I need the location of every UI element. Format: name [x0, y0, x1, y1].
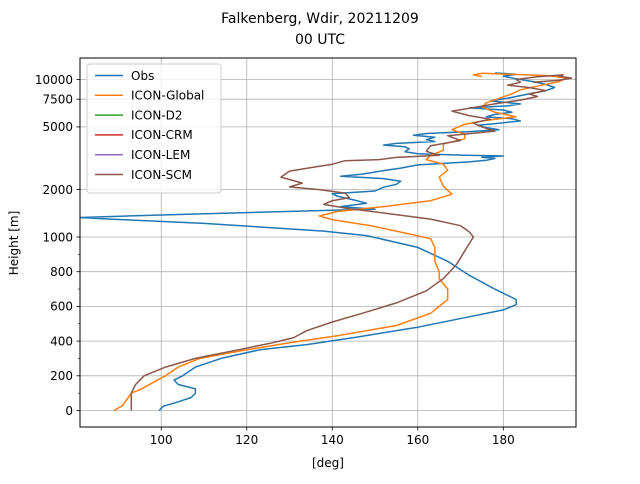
legend-label: Obs	[131, 69, 154, 83]
legend-label: ICON-CRM	[131, 128, 193, 142]
series-line-icon-global	[113, 72, 569, 412]
grid-lines	[80, 58, 576, 427]
y-tick-label: 7500	[42, 92, 73, 106]
x-axis-ticks: 100 120 140 160 180	[150, 427, 515, 447]
y-tick-label: 2000	[42, 183, 73, 197]
x-tick-label: 120	[235, 433, 258, 447]
legend-label: ICON-Global	[131, 89, 204, 103]
legend-label: ICON-D2	[131, 108, 183, 122]
x-tick-label: 160	[406, 433, 429, 447]
chart-title-line1: Falkenberg, Wdir, 20211209	[221, 11, 419, 27]
x-axis-label: [deg]	[312, 456, 344, 470]
y-tick-label: 1000	[42, 230, 73, 244]
legend-box	[86, 63, 222, 194]
y-tick-label: 10000	[35, 73, 73, 87]
y-tick-label: 800	[50, 265, 73, 279]
x-tick-label: 140	[321, 433, 344, 447]
x-tick-label: 180	[492, 433, 515, 447]
x-tick-label: 100	[150, 433, 173, 447]
y-tick-label: 200	[50, 369, 73, 383]
y-tick-label: 600	[50, 300, 73, 314]
y-tick-label: 5000	[42, 120, 73, 134]
y-axis-ticks: 0 200 400 600 800 1000 2000 5000 7500 10000	[35, 73, 80, 418]
series-line-icon-scm	[130, 74, 573, 411]
y-axis-label: Height [m]	[7, 211, 21, 276]
series-line-obs	[80, 72, 556, 412]
series-lines	[80, 72, 573, 412]
legend-label: ICON-SCM	[131, 168, 192, 182]
legend-label: ICON-LEM	[131, 148, 190, 162]
legend: Obs ICON-Global ICON-D2 ICON-CRM ICON-LEM ICO…	[86, 63, 222, 194]
plot-area-frame	[79, 57, 577, 428]
y-tick-label: 400	[50, 334, 73, 348]
chart-title-line2: 00 UTC	[295, 32, 345, 48]
y-tick-label: 0	[65, 404, 73, 418]
